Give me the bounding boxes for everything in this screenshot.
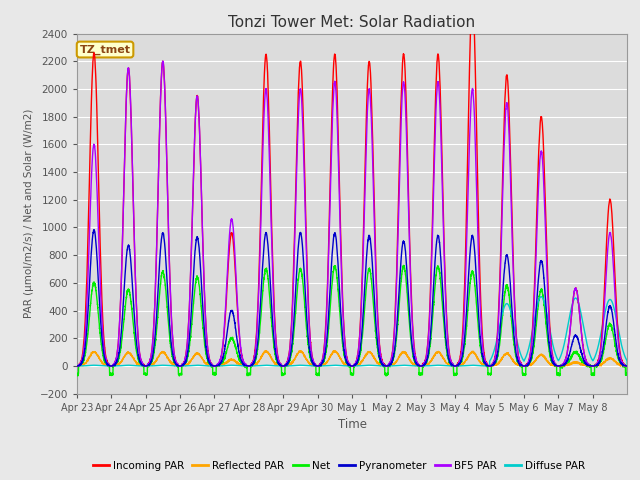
Title: Tonzi Tower Met: Solar Radiation: Tonzi Tower Met: Solar Radiation bbox=[228, 15, 476, 30]
Y-axis label: PAR (μmol/m2/s) / Net and Solar (W/m2): PAR (μmol/m2/s) / Net and Solar (W/m2) bbox=[24, 109, 34, 318]
Text: TZ_tmet: TZ_tmet bbox=[79, 44, 131, 55]
Legend: Incoming PAR, Reflected PAR, Net, Pyranometer, BF5 PAR, Diffuse PAR: Incoming PAR, Reflected PAR, Net, Pyrano… bbox=[89, 456, 589, 475]
X-axis label: Time: Time bbox=[337, 418, 367, 431]
